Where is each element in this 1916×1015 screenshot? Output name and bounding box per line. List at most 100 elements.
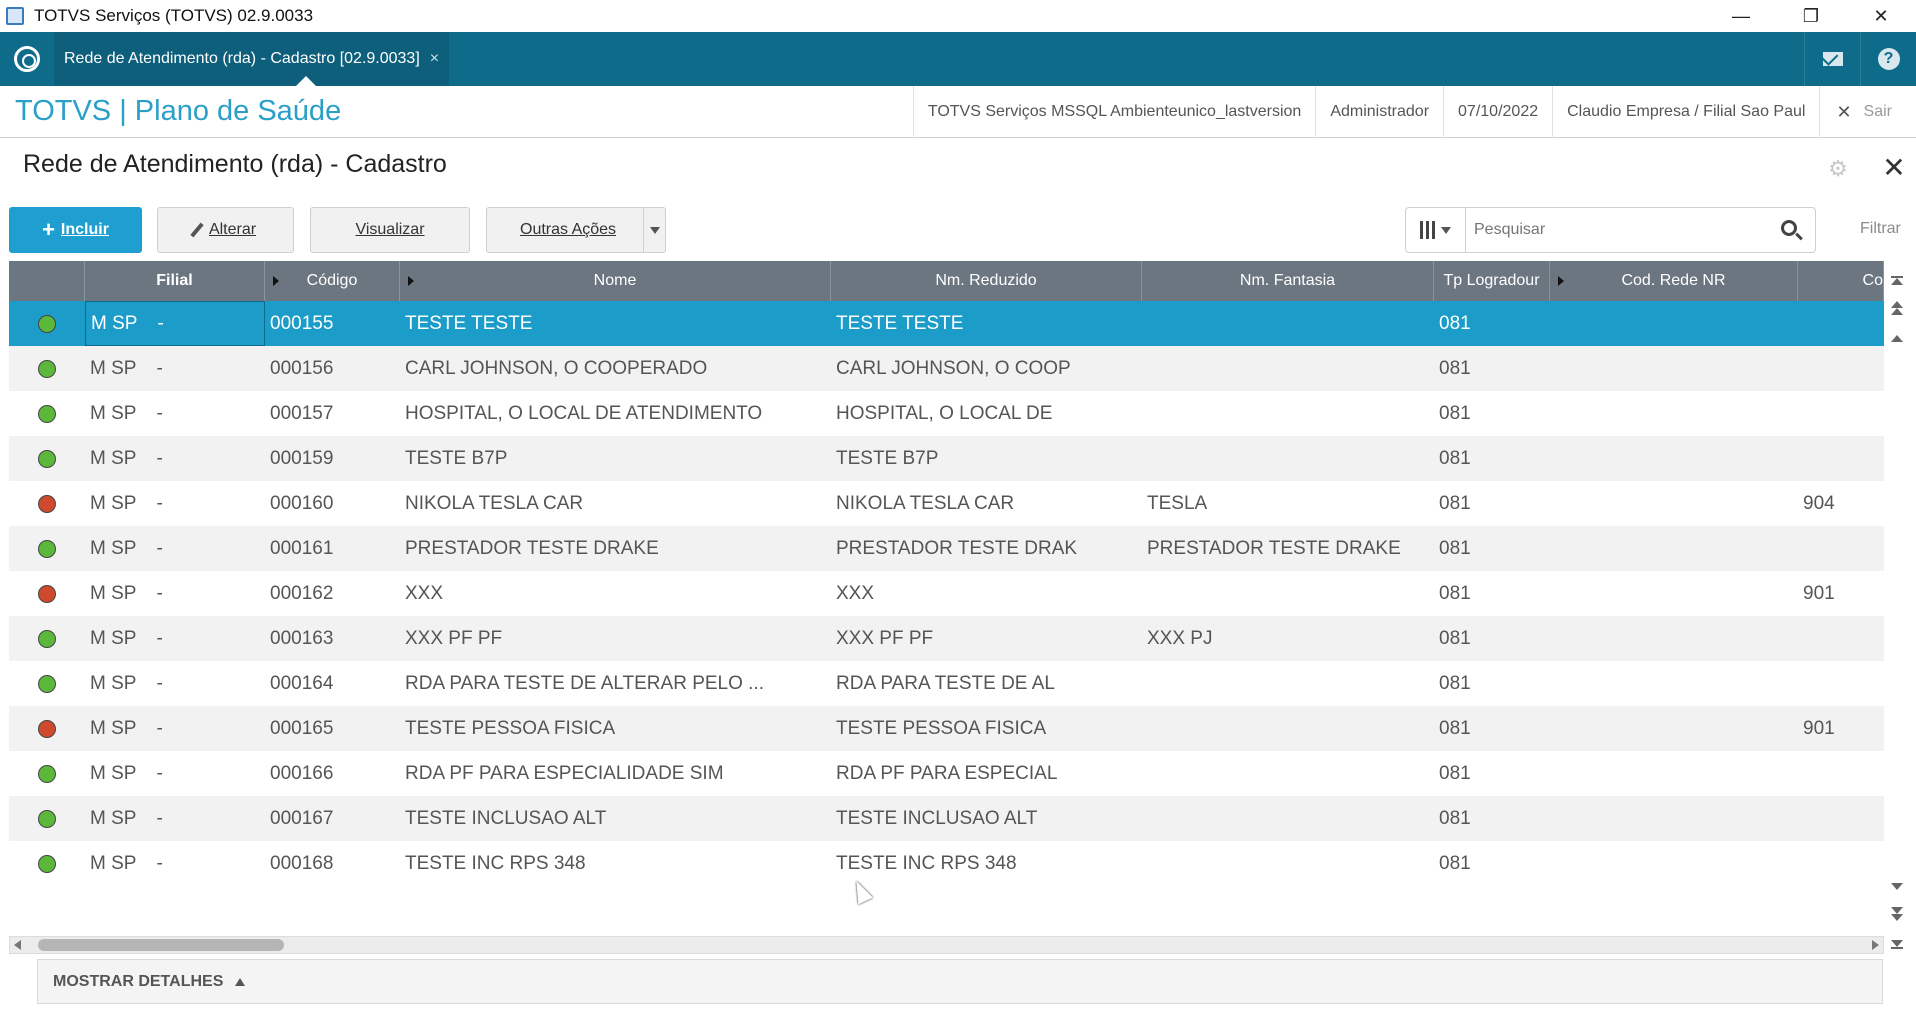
close-page-button[interactable]: ✕	[1882, 152, 1906, 183]
scroll-up-button[interactable]	[1888, 327, 1906, 349]
filial-separator: -	[156, 582, 163, 604]
filial-value: M SP	[90, 357, 137, 379]
column-header-rede[interactable]: Cod. Rede NR	[1550, 261, 1798, 301]
table-row[interactable]: M SP -000157 HOSPITAL, O LOCAL DE ATENDIME…	[9, 391, 1884, 436]
scroll-bottom-button[interactable]	[1888, 933, 1906, 955]
table-row[interactable]: M SP -000162 XXX XXX 081 901	[9, 571, 1884, 616]
outras-acoes-dropdown[interactable]	[643, 208, 665, 252]
filial-value: M SP	[90, 537, 137, 559]
column-header-nome[interactable]: Nome	[400, 261, 831, 301]
column-header-codigo[interactable]: Código	[265, 261, 400, 301]
table-row[interactable]: M SP -000163 XXX PF PF XXX PF PF XXX PJ 081	[9, 616, 1884, 661]
vertical-scrollbar[interactable]	[1884, 261, 1910, 961]
reduzido-cell: TESTE INC RPS 348	[836, 852, 1017, 874]
environment-info[interactable]: TOTVS Serviços MSSQL Ambienteunico_lastv…	[912, 86, 1316, 138]
mail-button[interactable]	[1804, 32, 1860, 86]
nome-cell: PRESTADOR TESTE DRAKE	[405, 537, 659, 559]
fantasia-cell	[1142, 796, 1434, 841]
alterar-button[interactable]: Alterar	[157, 207, 294, 253]
search-icon[interactable]	[1781, 220, 1797, 236]
extra-cell	[1798, 751, 1884, 796]
table-row[interactable]: M SP -000155 TESTE TESTE TESTE TESTE 081	[9, 301, 1884, 346]
reduzido-cell: HOSPITAL, O LOCAL DE	[836, 402, 1053, 424]
rede-cell	[1550, 481, 1798, 526]
fantasia-cell	[1142, 751, 1434, 796]
extra-cell: 901	[1803, 717, 1835, 739]
column-header-rede-label: Cod. Rede NR	[1621, 272, 1726, 289]
tplog-cell: 081	[1439, 582, 1471, 604]
page-title: Rede de Atendimento (rda) - Cadastro	[23, 150, 447, 178]
status-cell	[9, 391, 85, 436]
scroll-right-icon[interactable]	[1872, 940, 1879, 950]
scroll-top-button[interactable]	[1888, 269, 1906, 291]
column-header-fantasia[interactable]: Nm. Fantasia	[1142, 261, 1434, 301]
filtrar-link[interactable]: Filtrar	[1860, 220, 1901, 237]
logout-label: Sair	[1863, 103, 1892, 120]
table-row[interactable]: M SP -000166 RDA PF PARA ESPECIALIDADE SIM…	[9, 751, 1884, 796]
table-row[interactable]: M SP -000167 TESTE INCLUSAO ALT TESTE INCLU…	[9, 796, 1884, 841]
column-header-filial[interactable]: Filial	[85, 261, 265, 301]
mostrar-detalhes-button[interactable]: MOSTRAR DETALHES	[37, 959, 1883, 1004]
column-header-co[interactable]: Co	[1798, 261, 1884, 301]
status-green-icon	[38, 449, 56, 468]
visualizar-button[interactable]: Visualizar	[310, 207, 470, 253]
search-input[interactable]	[1466, 210, 1766, 250]
column-header-tplog[interactable]: Tp Logradour	[1434, 261, 1550, 301]
extra-cell	[1798, 436, 1884, 481]
app-header: TOTVS | Plano de Saúde TOTVS Serviços MS…	[0, 86, 1916, 138]
outras-acoes-button[interactable]: Outras Ações	[486, 207, 666, 253]
window-close-button[interactable]: ✕	[1873, 5, 1889, 26]
scroll-down-button[interactable]	[1888, 875, 1906, 897]
filial-cell: M SP -	[85, 796, 265, 841]
chevron-down-icon	[649, 226, 660, 234]
scroll-page-up-button[interactable]	[1888, 297, 1906, 319]
gear-icon[interactable]: ⚙	[1828, 156, 1848, 181]
totvs-menu-button[interactable]	[0, 32, 54, 86]
columns-toggle-button[interactable]	[1406, 208, 1466, 252]
table-row[interactable]: M SP -000165 TESTE PESSOA FISICA TESTE PESS…	[9, 706, 1884, 751]
columns-icon	[1420, 221, 1435, 239]
status-red-icon	[38, 719, 56, 738]
tab-close-icon[interactable]: ×	[429, 50, 440, 67]
user-info[interactable]: Administrador	[1315, 86, 1443, 138]
table-row[interactable]: M SP -000164 RDA PARA TESTE DE ALTERAR PEL…	[9, 661, 1884, 706]
codigo-cell: 000157	[270, 402, 334, 424]
help-button[interactable]: ?	[1860, 32, 1916, 86]
filial-cell: M SP -	[85, 841, 265, 881]
table-row[interactable]: M SP -000159 TESTE B7P TESTE B7P 081	[9, 436, 1884, 481]
horizontal-scroll-thumb[interactable]	[38, 939, 284, 951]
date-info[interactable]: 07/10/2022	[1443, 86, 1552, 138]
column-header-reduzido[interactable]: Nm. Reduzido	[831, 261, 1142, 301]
incluir-button[interactable]: + Incluir	[9, 207, 142, 253]
tplog-cell: 081	[1439, 492, 1471, 514]
filial-separator: -	[156, 627, 163, 649]
scroll-page-down-button[interactable]	[1888, 903, 1906, 925]
tab-rede-atendimento[interactable]: Rede de Atendimento (rda) - Cadastro [02…	[54, 32, 450, 86]
horizontal-scrollbar[interactable]	[9, 936, 1884, 954]
status-cell	[9, 616, 85, 661]
tplog-cell: 081	[1439, 807, 1471, 829]
fantasia-cell	[1142, 346, 1434, 391]
filial-cell: M SP -	[85, 661, 265, 706]
table-row[interactable]: M SP -000161 PRESTADOR TESTE DRAKE PRESTADO…	[9, 526, 1884, 571]
company-info[interactable]: Claudio Empresa / Filial Sao Paul	[1552, 86, 1819, 138]
nome-cell: TESTE B7P	[405, 447, 508, 469]
table-row[interactable]: M SP -000168 TESTE INC RPS 348 TESTE INC RP…	[9, 841, 1884, 881]
scroll-left-icon[interactable]	[14, 940, 21, 950]
status-cell	[9, 436, 85, 481]
status-green-icon	[38, 764, 56, 783]
tplog-cell: 081	[1439, 447, 1471, 469]
logout-button[interactable]: ✕ Sair	[1819, 86, 1916, 138]
rede-cell	[1550, 706, 1798, 751]
table-row[interactable]: M SP -000160 NIKOLA TESLA CAR NIKOLA TESLA …	[9, 481, 1884, 526]
status-green-icon	[38, 359, 56, 378]
filial-separator: -	[156, 447, 163, 469]
rede-cell	[1550, 346, 1798, 391]
column-header-status[interactable]	[9, 261, 85, 301]
minimize-button[interactable]: —	[1732, 5, 1750, 26]
table-row[interactable]: M SP -000156 CARL JOHNSON, O COOPERADO CARL…	[9, 346, 1884, 391]
restore-button[interactable]: ❐	[1802, 5, 1820, 26]
filial-separator: -	[156, 402, 163, 424]
codigo-cell: 000156	[270, 357, 334, 379]
nome-cell: TESTE TESTE	[405, 312, 533, 334]
